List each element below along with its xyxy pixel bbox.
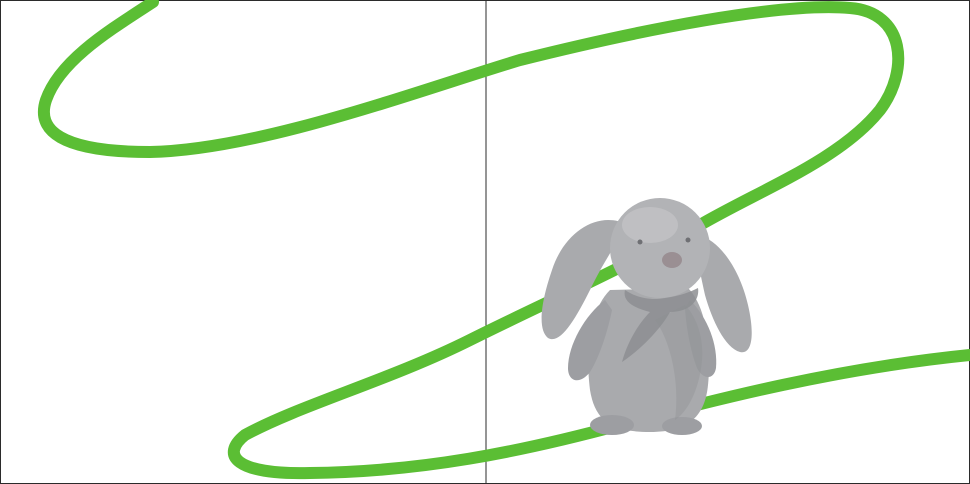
plush-bunny: [541, 198, 752, 435]
bunny-head-highlight: [622, 207, 678, 243]
bunny-left-arm: [568, 300, 612, 381]
bunny-nose: [662, 252, 682, 268]
bunny-body: [588, 288, 710, 432]
bunny-bow: [622, 288, 699, 362]
bunny-left-eye: [637, 239, 643, 245]
bunny-right-foot: [662, 417, 702, 435]
bunny-body-shadow: [655, 305, 703, 420]
bunny-right-ear: [697, 235, 752, 353]
bunny-left-foot: [590, 415, 634, 435]
bunny-right-arm: [685, 300, 717, 377]
bunny-left-ear: [541, 220, 628, 340]
green-scribble-line: [37, 0, 970, 480]
bunny-right-eye: [685, 237, 691, 243]
